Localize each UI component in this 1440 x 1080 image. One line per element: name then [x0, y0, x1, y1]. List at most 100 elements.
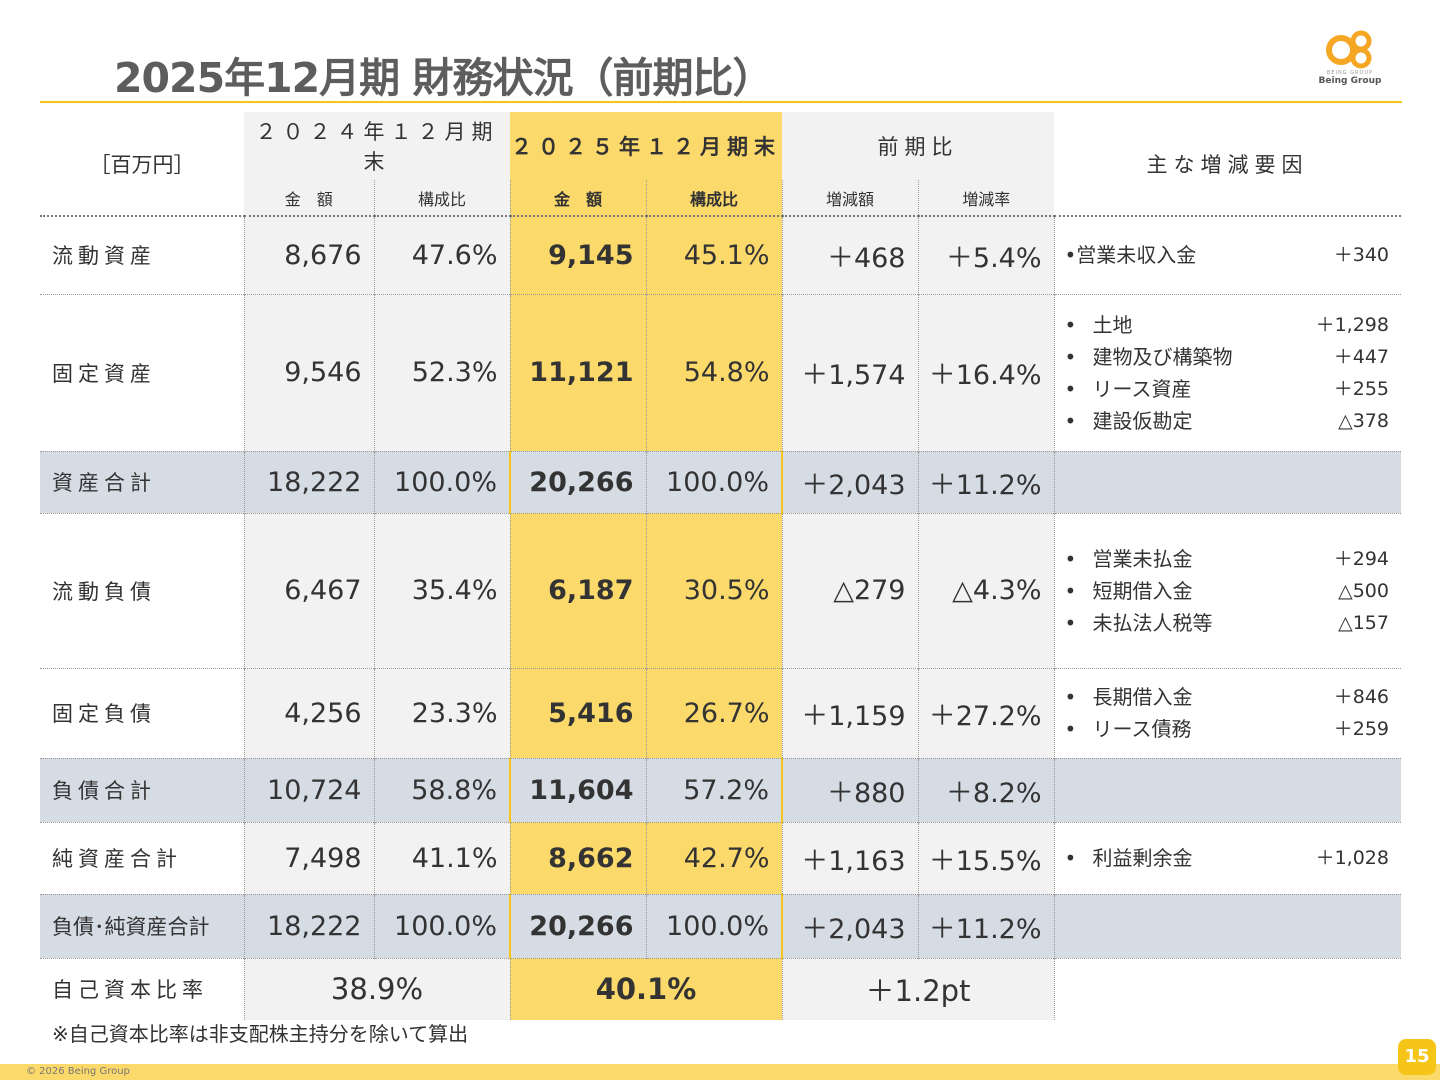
reason-name: 利益剰余金	[1092, 846, 1193, 870]
ratio-2025: 57.2%	[645, 758, 783, 822]
amount-2024: 6,467	[243, 513, 374, 668]
reason-value: △378	[1338, 409, 1389, 432]
reason-item: • リース債務 ＋259	[1065, 713, 1402, 745]
diff-amount: ＋1,163	[781, 822, 918, 894]
equity-ratio-2025: 40.1%	[509, 958, 782, 1020]
row-label: 負債合計	[40, 758, 244, 822]
header-2024: ２０２４年１２月期末	[244, 112, 510, 180]
equity-ratio-2024: 38.9%	[243, 958, 510, 1020]
diff-amount: ＋1,159	[781, 668, 918, 758]
diff-rate: ＋15.5%	[917, 822, 1054, 894]
reason-item: • 長期借入金 ＋846	[1065, 681, 1402, 713]
reason-item: • 建設仮勘定 △378	[1065, 405, 1402, 437]
copyright: © 2026 Being Group	[26, 1066, 130, 1077]
reason-value: ＋259	[1333, 718, 1389, 740]
table-row: 固定負債 4,256 23.3% 5,416 26.7% ＋1,159 ＋27.…	[40, 668, 1401, 758]
reasons-cell	[1053, 894, 1401, 958]
ratio-2025: 100.0%	[645, 451, 783, 513]
reason-name: 営業未収入金	[1076, 243, 1197, 268]
reason-name: リース債務	[1092, 717, 1192, 741]
diff-amount: ＋2,043	[781, 894, 918, 958]
amount-2024: 10,724	[243, 758, 374, 822]
amount-2024: 7,498	[243, 822, 374, 894]
bullet: •	[1064, 312, 1077, 337]
reason-item: • 利益剰余金 ＋1,028	[1065, 842, 1402, 874]
amount-2025: 8,662	[509, 822, 646, 894]
reason-name: 建物及び構築物	[1092, 344, 1233, 369]
diff-rate: ＋11.2%	[917, 451, 1054, 513]
diff-rate: ＋27.2%	[917, 668, 1054, 758]
company-logo: BEING GROUP Being Group	[1318, 28, 1382, 98]
ratio-2024: 58.8%	[373, 758, 510, 822]
ratio-2024: 47.6%	[373, 216, 510, 294]
reason-value: ＋294	[1333, 547, 1389, 570]
diff-amount: ＋2,043	[781, 451, 918, 513]
total-row: 負債合計 10,724 58.8% 11,604 57.2% ＋880 ＋8.2…	[40, 758, 1401, 822]
row-label: 流動資産	[52, 244, 156, 269]
header-amount-2025: 金 額	[509, 180, 646, 216]
bullet: •	[1064, 408, 1077, 433]
reason-name: 土地	[1092, 312, 1133, 337]
header-reasons: 主な増減要因	[1146, 152, 1309, 177]
header-diff-rate: 増減率	[917, 180, 1054, 216]
ratio-2025: 42.7%	[645, 822, 782, 894]
diff-rate: △4.3%	[917, 513, 1054, 668]
reason-name: 長期借入金	[1092, 685, 1193, 709]
unit-label: ［百万円］	[89, 152, 195, 177]
row-label: 負債･純資産合計	[40, 894, 244, 958]
reason-name: 建設仮勘定	[1092, 408, 1193, 433]
ratio-2025: 30.5%	[645, 513, 782, 668]
header-ratio-2025: 構成比	[645, 180, 782, 216]
amount-2025: 20,266	[509, 894, 646, 958]
bullet: •	[1064, 243, 1077, 268]
reason-item: • 短期借入金 △500	[1065, 575, 1402, 607]
amount-2024: 8,676	[243, 216, 374, 294]
reason-item: • 土地 ＋1,298	[1065, 309, 1402, 341]
ratio-2025: 26.7%	[645, 668, 782, 758]
row-label: 固定負債	[52, 702, 156, 726]
diff-amount: ＋880	[781, 758, 918, 822]
logo-small-text: BEING GROUP	[1326, 70, 1374, 76]
reasons-cell: • 利益剰余金 ＋1,028	[1053, 822, 1402, 894]
bullet: •	[1064, 685, 1077, 709]
ratio-2025: 54.8%	[645, 294, 782, 451]
row-label: 固定資産	[52, 361, 156, 386]
table-row: 固定資産 9,546 52.3% 11,121 54.8% ＋1,574 ＋16…	[40, 294, 1401, 451]
row-label: 資産合計	[40, 451, 244, 513]
reason-item: •営業未収入金 ＋340	[1065, 239, 1402, 271]
row-label: 流動負債	[52, 579, 156, 604]
reasons-cell	[1053, 451, 1401, 513]
bullet: •	[1064, 546, 1077, 571]
header-diff-amount: 増減額	[781, 180, 918, 216]
table-row: 流動負債 6,467 35.4% 6,187 30.5% △279 △4.3% …	[40, 513, 1401, 668]
reason-value: ＋340	[1333, 244, 1389, 267]
ratio-2024: 100.0%	[373, 894, 510, 958]
equity-ratio-row: 自己資本比率 38.9% 40.1% ＋1.2pt	[40, 958, 1401, 1020]
reason-value: ＋1,298	[1315, 313, 1389, 336]
bullet: •	[1064, 344, 1077, 369]
amount-2024: 9,546	[243, 294, 374, 451]
table-row: 純資産合計 7,498 41.1% 8,662 42.7% ＋1,163 ＋15…	[40, 822, 1401, 894]
reasons-cell	[1053, 758, 1401, 822]
header-diff: 前期比	[782, 112, 1054, 180]
ratio-2025: 100.0%	[645, 894, 783, 958]
amount-2025: 20,266	[509, 451, 646, 513]
reason-item: • 建物及び構築物 ＋447	[1065, 341, 1402, 373]
table-row: 流動資産 8,676 47.6% 9,145 45.1% ＋468 ＋5.4% …	[40, 216, 1401, 294]
being-group-logo-icon	[1326, 30, 1372, 69]
ratio-2024: 52.3%	[373, 294, 510, 451]
amount-2025: 11,121	[509, 294, 646, 451]
reason-name: リース資産	[1092, 376, 1192, 401]
footnote: ※自己資本比率は非支配株主持分を除いて算出	[52, 1022, 469, 1046]
header-row-2: 金 額 構成比 金 額 構成比 増減額 増減率	[40, 180, 1401, 216]
reason-name: 短期借入金	[1092, 578, 1193, 603]
reason-value: ＋1,028	[1315, 847, 1389, 869]
amount-2025: 6,187	[509, 513, 646, 668]
ratio-2024: 100.0%	[373, 451, 510, 513]
reason-value: △500	[1338, 579, 1389, 602]
reasons-cell: •営業未収入金 ＋340	[1053, 216, 1402, 294]
reasons-cell	[1053, 958, 1401, 1020]
diff-rate: ＋5.4%	[917, 216, 1054, 294]
diff-amount: ＋468	[781, 216, 918, 294]
header-ratio-2024: 構成比	[373, 180, 510, 216]
